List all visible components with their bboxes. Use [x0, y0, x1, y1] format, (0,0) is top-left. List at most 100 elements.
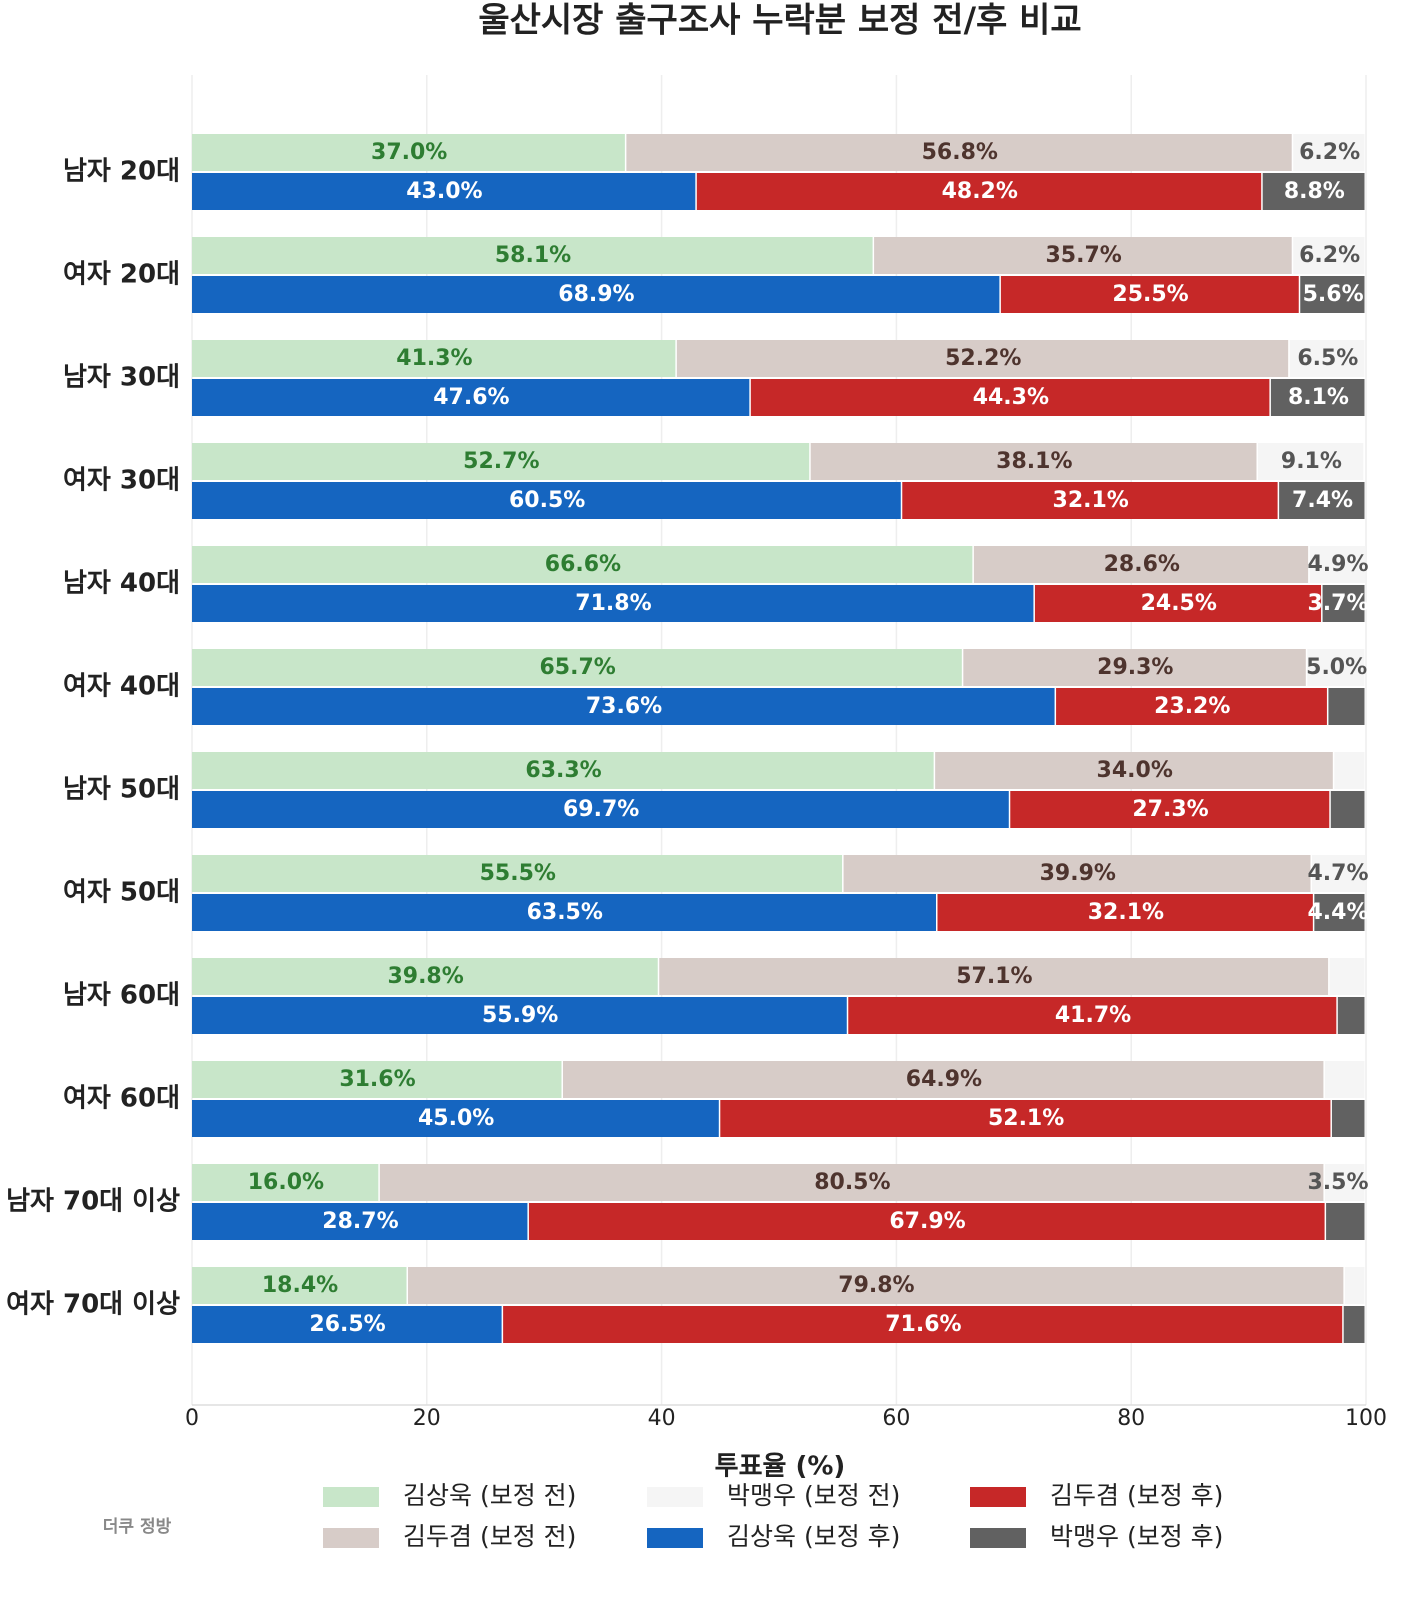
data-label: 52.2%: [945, 346, 1021, 371]
bar-segment: [192, 1306, 502, 1343]
legend-label: 박맹우 (보정 후): [1050, 1522, 1223, 1551]
data-label: 24.5%: [1141, 591, 1217, 616]
data-label: 68.9%: [558, 282, 634, 307]
data-label: 32.1%: [1088, 900, 1164, 925]
data-label: 67.9%: [889, 1209, 965, 1234]
bar-segment: [1324, 1061, 1365, 1098]
bar-segment: [720, 1100, 1331, 1137]
watermark: 더쿠 정방: [103, 1517, 172, 1537]
data-label: 8.1%: [1288, 385, 1349, 410]
data-label: 63.5%: [527, 900, 603, 925]
bar-segment: [1328, 688, 1365, 725]
data-label: 9.1%: [1281, 449, 1342, 474]
y-tick-label: 남자 70대 이상: [6, 1187, 180, 1217]
chart-title: 울산시장 출구조사 누락분 보정 전/후 비교: [478, 1, 1081, 41]
data-label: 57.1%: [956, 964, 1032, 989]
bar-segment: [192, 752, 934, 789]
legend-swatch: [323, 1487, 379, 1507]
data-label: 80.5%: [814, 1170, 890, 1195]
data-label: 4.7%: [1307, 861, 1368, 886]
data-label: 35.7%: [1045, 243, 1121, 268]
data-label: 34.0%: [1097, 758, 1173, 783]
legend-swatch: [647, 1487, 703, 1507]
data-label: 31.6%: [339, 1067, 415, 1092]
y-tick-label: 남자 40대: [63, 569, 180, 599]
data-label: 45.0%: [418, 1106, 494, 1131]
bar-segment: [1289, 340, 1365, 377]
data-label: 8.8%: [1284, 179, 1345, 204]
y-tick-label: 여자 40대: [63, 672, 180, 702]
bar-segment: [1262, 173, 1365, 210]
bar-segment: [1334, 752, 1365, 789]
data-label: 23.2%: [1154, 694, 1230, 719]
bar-segment: [1300, 276, 1365, 313]
bar-segment: [192, 237, 873, 274]
data-label: 64.9%: [906, 1067, 982, 1092]
bar-segment: [750, 379, 1270, 416]
data-label: 56.8%: [922, 140, 998, 165]
bar-segment: [192, 894, 936, 931]
y-tick-label: 남자 20대: [63, 157, 180, 187]
legend-label: 박맹우 (보정 전): [727, 1481, 900, 1510]
bar-segment: [192, 546, 973, 583]
bar-segment: [848, 997, 1337, 1034]
bar-segment: [626, 134, 1292, 171]
data-label: 26.5%: [309, 1312, 385, 1337]
y-tick-label: 남자 30대: [63, 363, 180, 393]
data-label: 43.0%: [406, 179, 482, 204]
data-label: 39.8%: [387, 964, 463, 989]
bar-segment: [1329, 958, 1365, 995]
bar-segment: [937, 894, 1313, 931]
bar-segment: [1331, 1100, 1365, 1137]
bar-segment: [1293, 134, 1365, 171]
bar-segment: [1326, 1203, 1365, 1240]
data-label: 28.6%: [1104, 552, 1180, 577]
data-label: 25.5%: [1112, 282, 1188, 307]
data-label: 18.4%: [262, 1273, 338, 1298]
data-label: 3.7%: [1307, 591, 1368, 616]
bar-segment: [810, 443, 1257, 480]
bar-segment: [659, 958, 1329, 995]
x-axis-label: 투표율 (%): [715, 1452, 846, 1482]
bar-segment: [192, 134, 625, 171]
bar-segment: [1056, 688, 1327, 725]
data-label: 60.5%: [509, 488, 585, 513]
data-label: 7.4%: [1292, 488, 1353, 513]
legend-swatch: [970, 1487, 1026, 1507]
y-tick-label: 여자 60대: [63, 1084, 180, 1114]
data-label: 38.1%: [996, 449, 1072, 474]
y-tick-label: 여자 20대: [63, 260, 180, 290]
bar-segment: [1034, 585, 1322, 622]
bar-segment: [192, 855, 843, 892]
data-label: 66.6%: [545, 552, 621, 577]
bar-segment: [562, 1061, 1324, 1098]
legend-swatch: [647, 1528, 703, 1548]
data-label: 5.6%: [1303, 282, 1364, 307]
data-label: 47.6%: [433, 385, 509, 410]
x-tick-label: 100: [1345, 1406, 1387, 1431]
data-label: 41.3%: [396, 346, 472, 371]
x-tick-label: 40: [648, 1406, 676, 1431]
y-tick-label: 남자 50대: [63, 775, 180, 805]
data-label: 73.6%: [586, 694, 662, 719]
bar-segment: [192, 688, 1055, 725]
bar-segment: [379, 1164, 1324, 1201]
bar-segment: [1324, 1164, 1365, 1201]
bar-segment: [874, 237, 1292, 274]
bar-segment: [935, 752, 1333, 789]
bar-segment: [192, 958, 658, 995]
bar-segment: [192, 379, 750, 416]
bar-segment: [192, 276, 1000, 313]
x-tick-label: 0: [185, 1406, 199, 1431]
bar-segment: [192, 173, 696, 210]
bar-segment: [1309, 546, 1366, 583]
bar-segment: [1000, 276, 1299, 313]
data-label: 5.0%: [1306, 655, 1367, 680]
bar-segment: [1337, 997, 1365, 1034]
data-label: 4.9%: [1307, 552, 1368, 577]
data-label: 28.7%: [322, 1209, 398, 1234]
data-label: 6.5%: [1297, 346, 1358, 371]
data-label: 27.3%: [1132, 797, 1208, 822]
bar-segment: [192, 791, 1009, 828]
